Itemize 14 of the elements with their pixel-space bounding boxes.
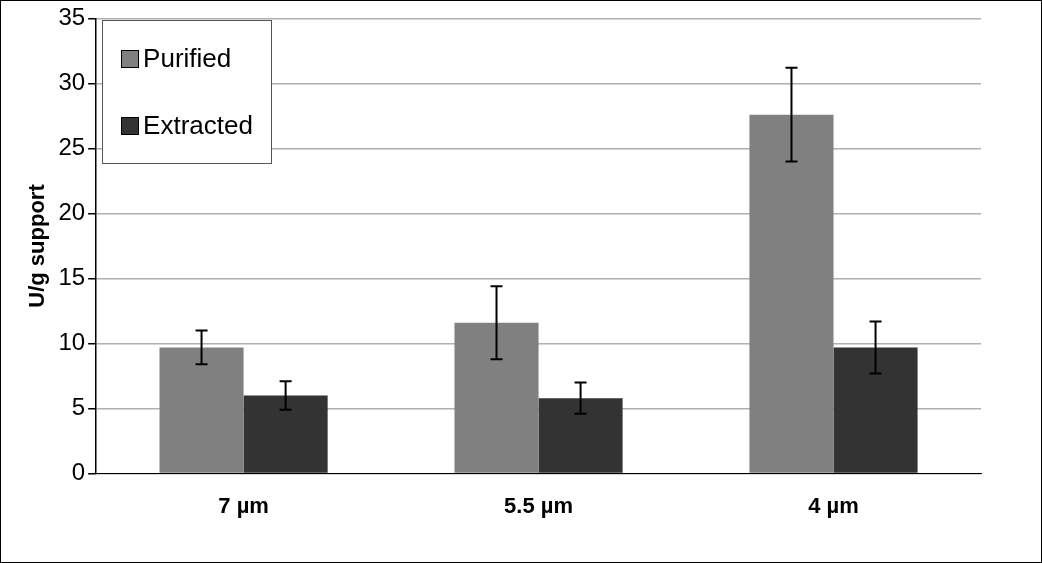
y-tick-label: 10: [58, 328, 86, 356]
legend-label: Extracted: [143, 110, 253, 142]
legend-label: Purified: [143, 43, 232, 75]
y-tick-label: 5: [71, 393, 86, 421]
y-tick-label: 15: [58, 263, 86, 291]
y-tick-label: 30: [58, 68, 86, 96]
x-tick-label: 5.5 µm: [504, 492, 574, 518]
y-tick-label: 25: [58, 133, 86, 161]
x-tick-label: 7 µm: [218, 492, 269, 518]
x-tick-label: 4 µm: [808, 492, 859, 518]
y-axis-title: U/g support: [24, 183, 50, 308]
y-tick-label: 20: [58, 198, 86, 226]
y-tick-label: 0: [71, 458, 86, 486]
y-tick-label: 35: [58, 3, 86, 31]
